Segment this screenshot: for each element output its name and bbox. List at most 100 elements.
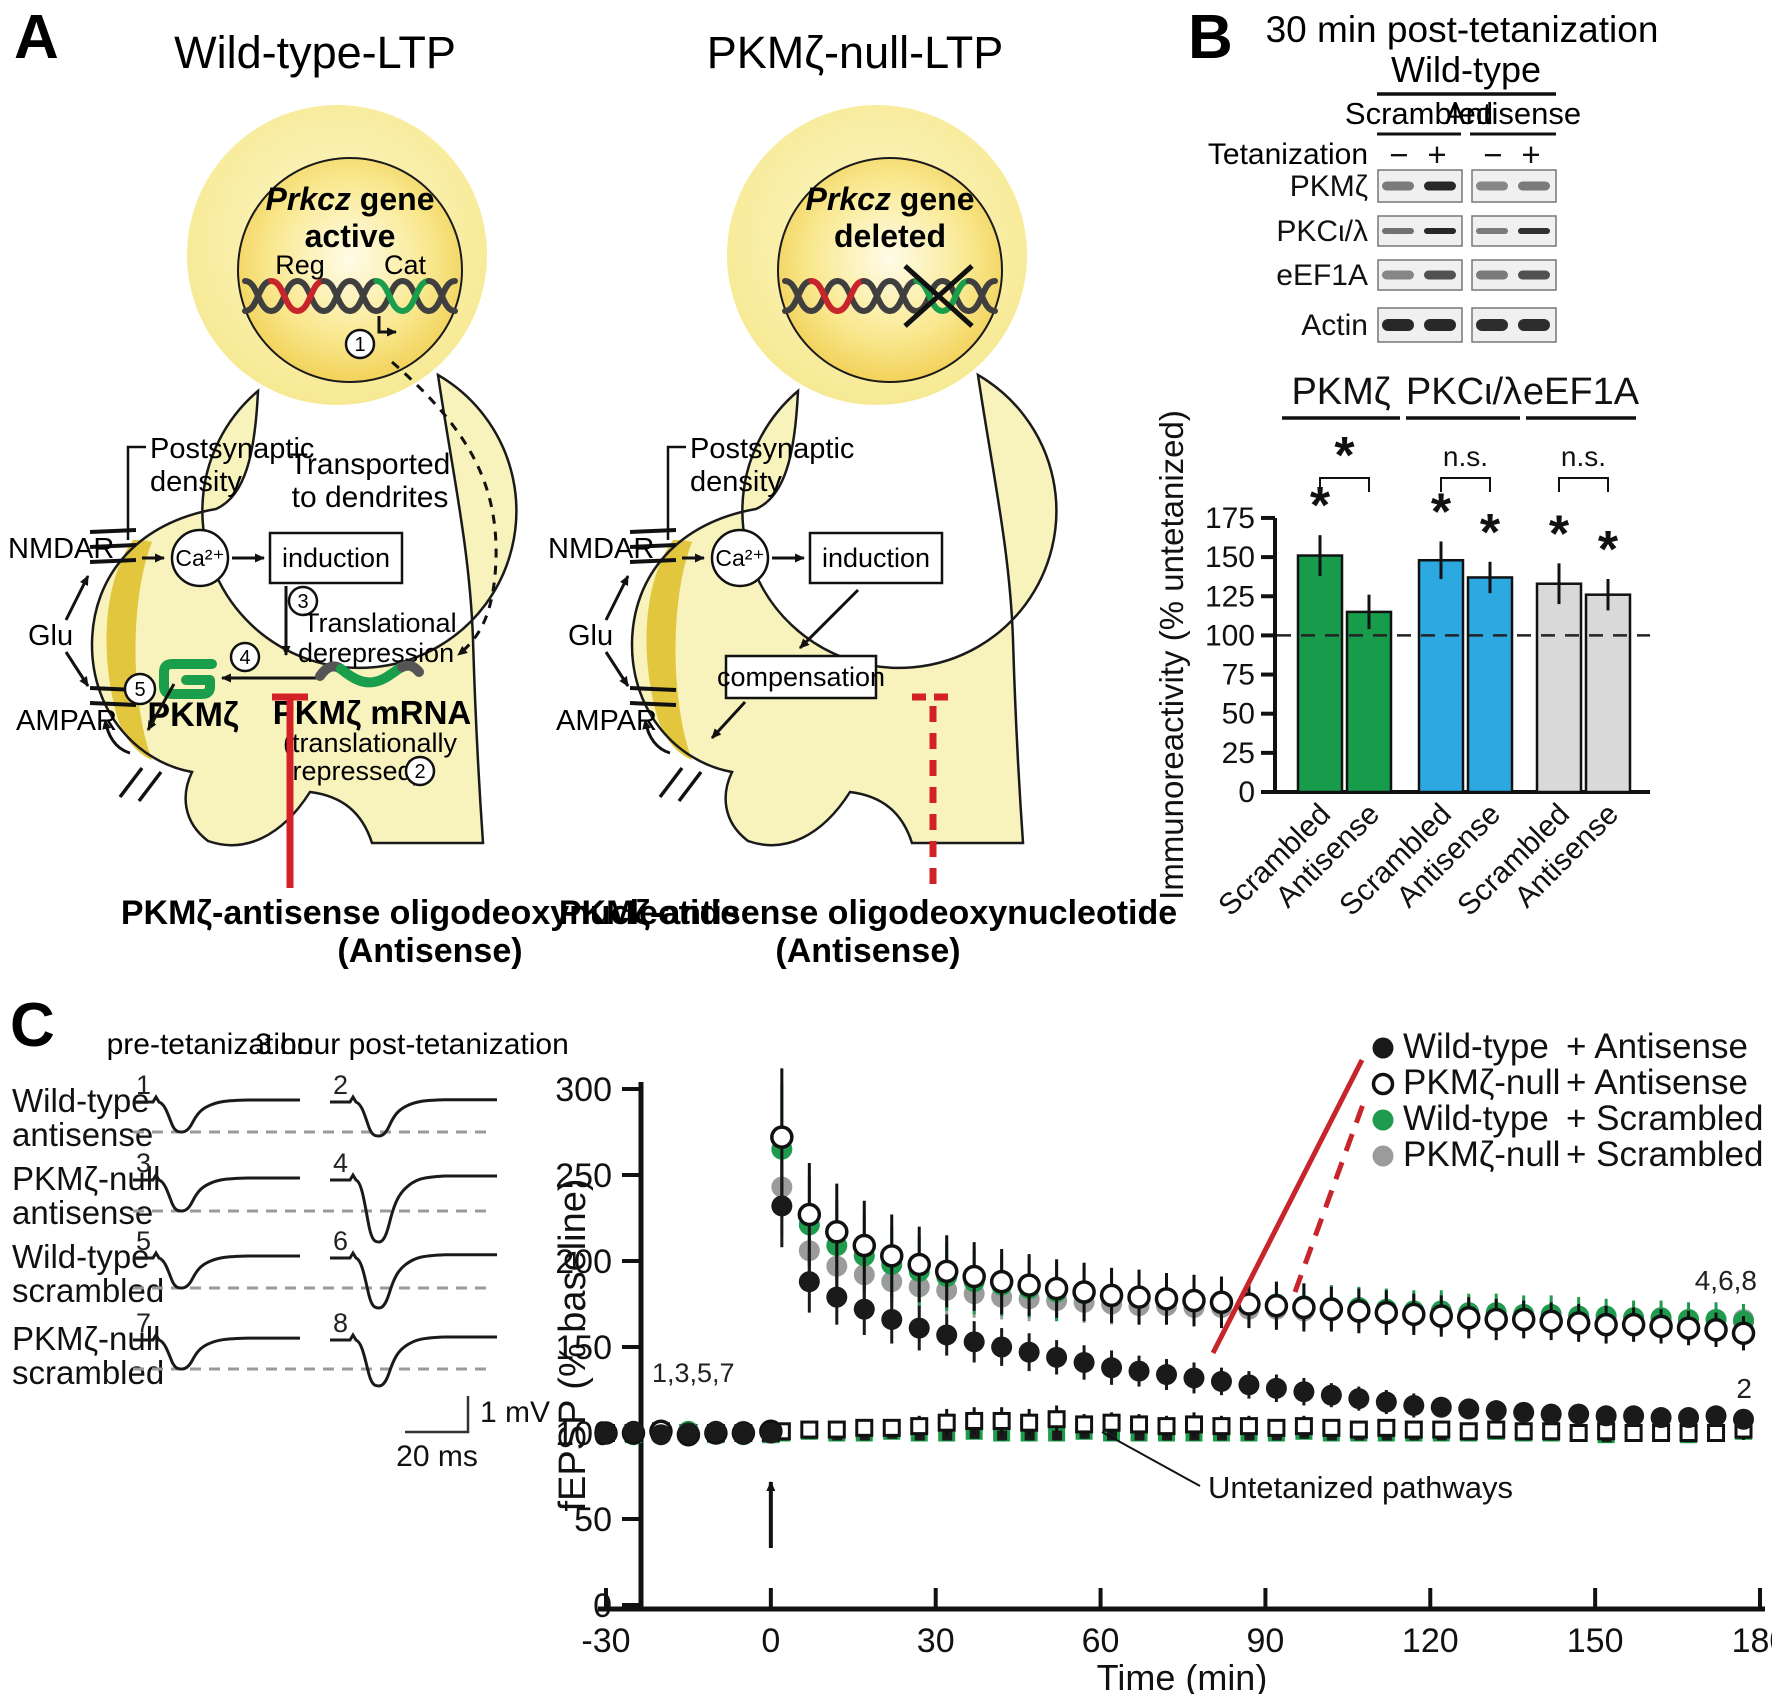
red-solid-pointer xyxy=(1210,1058,1365,1355)
data-point xyxy=(1511,1307,1536,1332)
genotype-label: Wild-type xyxy=(1391,49,1541,90)
data-point xyxy=(1209,1290,1234,1315)
data-point xyxy=(705,1420,727,1442)
trace-number: 2 xyxy=(333,1070,348,1100)
bar xyxy=(1296,554,1344,794)
data-point xyxy=(622,1420,644,1442)
group-header: eEF1A xyxy=(1523,371,1640,413)
transcription-arrow xyxy=(377,316,397,337)
calcium-label: Ca²⁺ xyxy=(175,545,224,571)
significance-star: * xyxy=(1549,505,1570,563)
y-tick-label: 100 xyxy=(1205,619,1255,652)
dna-strand-a xyxy=(860,278,893,314)
data-point xyxy=(1347,1299,1371,1323)
tetanization-sign: + xyxy=(1521,136,1540,173)
data-point xyxy=(1264,1293,1289,1318)
y-tick-label: 50 xyxy=(1222,698,1255,731)
data-point xyxy=(910,1417,929,1436)
step-3-circle xyxy=(287,585,319,617)
fepsp-trace-pre xyxy=(133,1332,300,1371)
blot-title: 30 min post-tetanization xyxy=(1266,9,1659,50)
data-point-inner xyxy=(1134,1430,1145,1441)
data-point xyxy=(1569,1424,1588,1442)
induction-box xyxy=(268,531,404,585)
blot-band xyxy=(1476,228,1508,234)
data-point xyxy=(1621,1312,1646,1337)
tetanization-sign: + xyxy=(1427,136,1446,173)
y-tick-label: 0 xyxy=(593,1587,612,1625)
psd-pointer xyxy=(126,445,146,540)
panel-a-right-title: PKMζ-null-LTP xyxy=(707,27,1004,78)
data-point xyxy=(1539,1309,1563,1333)
comparison-ns: n.s. xyxy=(1443,441,1488,472)
trace-row-label: Wild-type xyxy=(12,1238,150,1275)
x-tick-label: 90 xyxy=(1247,1622,1285,1660)
y-tick-label: 50 xyxy=(574,1501,612,1539)
antisense-caption-2: (Antisense) xyxy=(775,932,960,970)
data-point xyxy=(1432,1420,1451,1439)
nmdar-receptor-icon xyxy=(89,528,137,564)
pkmz-to-membrane-arrow xyxy=(146,683,176,731)
data-point xyxy=(1594,1312,1618,1337)
axon-break-marks xyxy=(658,766,703,803)
y-axis-label: Immunoreactivity (% untetanized) xyxy=(1153,410,1190,900)
gene-state-line2: active xyxy=(305,218,396,254)
data-point xyxy=(934,1259,959,1284)
data-point xyxy=(882,1418,901,1437)
compensation-to-membrane-arrow xyxy=(710,700,747,740)
data-point xyxy=(1676,1316,1701,1340)
blot-protein-label: Actin xyxy=(1301,309,1368,342)
nmdar-label: NMDAR xyxy=(548,533,654,565)
legend-treatment: + Antisense xyxy=(1566,1063,1748,1102)
transported-label-2: to dendrites xyxy=(292,481,449,514)
data-point xyxy=(797,1202,822,1227)
blot-band xyxy=(1424,270,1456,280)
legend-marker xyxy=(1371,1072,1395,1096)
group-header: PKCι/λ xyxy=(1406,371,1522,413)
dna-strand-a xyxy=(373,278,406,314)
data-point xyxy=(965,1411,984,1430)
data-point xyxy=(826,1286,848,1308)
compensation-box xyxy=(724,654,878,700)
antisense-caption-2: (Antisense) xyxy=(337,932,522,970)
glu-label: Glu xyxy=(28,620,73,652)
data-point xyxy=(760,1422,782,1444)
dna-strand-a xyxy=(834,278,867,314)
data-point xyxy=(1456,1306,1481,1330)
data-point xyxy=(1349,1420,1368,1439)
data-point xyxy=(907,1252,931,1277)
data-point xyxy=(1487,1420,1506,1439)
immunoreactivity-bar-chart: 0 25 50 75 100 125 150 175 Immunoreactivity (% u… xyxy=(1153,371,1650,922)
antisense-caption-1: PKMζ-antisense oligodeoxynucleotide xyxy=(121,894,739,932)
trace-row-label: Wild-type xyxy=(12,1082,150,1119)
pkmznull-neuron-diagram: Prkcz gene deleted Postsynaptic density … xyxy=(548,105,1177,970)
significance-star: * xyxy=(1431,483,1452,541)
gene-name: Prkcz xyxy=(806,181,891,217)
antisense-caption-1: PKMζ-antisense oligodeoxynucleotide xyxy=(559,894,1177,932)
blot-band xyxy=(1382,270,1414,280)
fepsp-trace-post xyxy=(330,1332,497,1388)
blot-band xyxy=(1518,181,1550,191)
y-tick-label: 125 xyxy=(1205,580,1255,613)
data-point xyxy=(881,1308,903,1330)
fepsp-trace-pre xyxy=(133,1094,300,1134)
induction-box xyxy=(808,531,944,585)
x-axis-label: Time (min) xyxy=(1097,1657,1268,1694)
membrane-recycle-arrow xyxy=(642,719,671,755)
gene-word: gene xyxy=(891,181,975,217)
data-point xyxy=(852,1233,877,1258)
translational-label-1: Translational xyxy=(303,608,457,638)
data-point xyxy=(798,1271,820,1293)
step-4-number: 4 xyxy=(239,647,250,669)
panel-c-label: C xyxy=(10,991,55,1060)
x-tick-label: 150 xyxy=(1567,1622,1624,1660)
data-point xyxy=(855,1418,874,1437)
bar xyxy=(1535,582,1583,794)
ampar-receptor-icon xyxy=(629,686,677,707)
condition-antisense: Antisense xyxy=(1445,96,1581,131)
legend-genotype: PKMζ-null xyxy=(1403,1063,1560,1102)
baseline-traces-annotation: 1,3,5,7 xyxy=(652,1358,735,1388)
data-point xyxy=(1320,1384,1342,1406)
dna-strand-a xyxy=(939,278,972,314)
